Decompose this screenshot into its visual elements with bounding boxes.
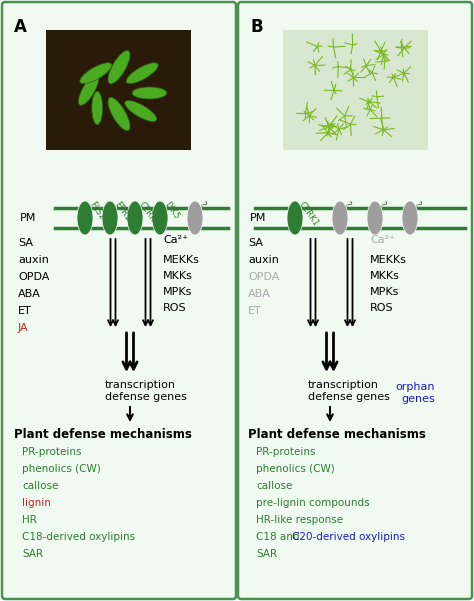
Text: orphan
genes: orphan genes xyxy=(395,382,435,404)
Text: PM: PM xyxy=(250,213,266,223)
FancyBboxPatch shape xyxy=(2,2,236,599)
Text: ROS: ROS xyxy=(163,303,187,313)
Text: ABA: ABA xyxy=(248,289,271,299)
Text: lignin: lignin xyxy=(22,498,51,508)
Text: C20-derived oxylipins: C20-derived oxylipins xyxy=(292,532,405,542)
Text: HR-like response: HR-like response xyxy=(256,515,343,525)
Ellipse shape xyxy=(102,201,118,235)
Text: CERK1: CERK1 xyxy=(297,200,320,228)
Text: MEKKs: MEKKs xyxy=(370,255,407,265)
Text: ABA: ABA xyxy=(18,289,41,299)
Text: Plant defense mechanisms: Plant defense mechanisms xyxy=(14,428,192,441)
Text: ?: ? xyxy=(412,200,422,209)
Ellipse shape xyxy=(187,201,203,235)
Ellipse shape xyxy=(332,201,348,235)
Text: transcription
defense genes: transcription defense genes xyxy=(308,380,390,401)
Text: CERK1: CERK1 xyxy=(137,200,160,228)
Text: OPDA: OPDA xyxy=(18,272,49,282)
Text: OPDA: OPDA xyxy=(248,272,279,282)
Text: SA: SA xyxy=(18,238,33,248)
Text: ET: ET xyxy=(248,306,262,316)
Text: transcription
defense genes: transcription defense genes xyxy=(105,380,187,401)
Ellipse shape xyxy=(77,201,93,235)
Ellipse shape xyxy=(402,201,418,235)
Text: Ca²⁺: Ca²⁺ xyxy=(163,235,188,245)
Ellipse shape xyxy=(287,201,303,235)
Text: ET: ET xyxy=(18,306,32,316)
Text: pre-lignin compounds: pre-lignin compounds xyxy=(256,498,370,508)
Text: MPKs: MPKs xyxy=(163,287,192,297)
Ellipse shape xyxy=(125,100,157,121)
Ellipse shape xyxy=(152,201,168,235)
Text: MKKs: MKKs xyxy=(163,271,193,281)
Text: ?: ? xyxy=(197,200,207,209)
Ellipse shape xyxy=(127,201,143,235)
Text: ROS: ROS xyxy=(370,303,393,313)
Text: PR-proteins: PR-proteins xyxy=(22,447,82,457)
Text: phenolics (CW): phenolics (CW) xyxy=(22,464,101,474)
Text: C18 and: C18 and xyxy=(256,532,303,542)
FancyBboxPatch shape xyxy=(46,30,191,150)
Text: B: B xyxy=(251,18,264,36)
Text: A: A xyxy=(14,18,27,36)
Ellipse shape xyxy=(108,50,130,84)
Text: HR: HR xyxy=(22,515,37,525)
Text: phenolics (CW): phenolics (CW) xyxy=(256,464,335,474)
Text: PR-proteins: PR-proteins xyxy=(256,447,316,457)
Ellipse shape xyxy=(108,97,130,130)
Text: MKKs: MKKs xyxy=(370,271,400,281)
Text: PM: PM xyxy=(20,213,36,223)
FancyBboxPatch shape xyxy=(283,30,428,150)
Text: MPKs: MPKs xyxy=(370,287,400,297)
Text: SAR: SAR xyxy=(22,549,43,559)
Ellipse shape xyxy=(80,63,112,84)
Ellipse shape xyxy=(126,63,158,84)
Ellipse shape xyxy=(92,91,103,124)
Text: JA: JA xyxy=(18,323,28,333)
Text: C18-derived oxylipins: C18-derived oxylipins xyxy=(22,532,135,542)
Text: ?: ? xyxy=(377,200,387,209)
Text: ?: ? xyxy=(342,200,352,209)
Text: Ca²⁺: Ca²⁺ xyxy=(370,235,395,245)
Text: LYK5: LYK5 xyxy=(162,200,181,221)
Text: SAR: SAR xyxy=(256,549,277,559)
Text: FLS2: FLS2 xyxy=(87,200,106,221)
FancyBboxPatch shape xyxy=(238,2,472,599)
Text: auxin: auxin xyxy=(248,255,279,265)
Text: EFR1: EFR1 xyxy=(112,200,132,222)
Text: callose: callose xyxy=(22,481,58,491)
Text: SA: SA xyxy=(248,238,263,248)
Ellipse shape xyxy=(78,75,99,105)
Text: MEKKs: MEKKs xyxy=(163,255,200,265)
Text: auxin: auxin xyxy=(18,255,49,265)
Text: callose: callose xyxy=(256,481,292,491)
Ellipse shape xyxy=(132,87,167,99)
Ellipse shape xyxy=(367,201,383,235)
Text: Plant defense mechanisms: Plant defense mechanisms xyxy=(248,428,426,441)
